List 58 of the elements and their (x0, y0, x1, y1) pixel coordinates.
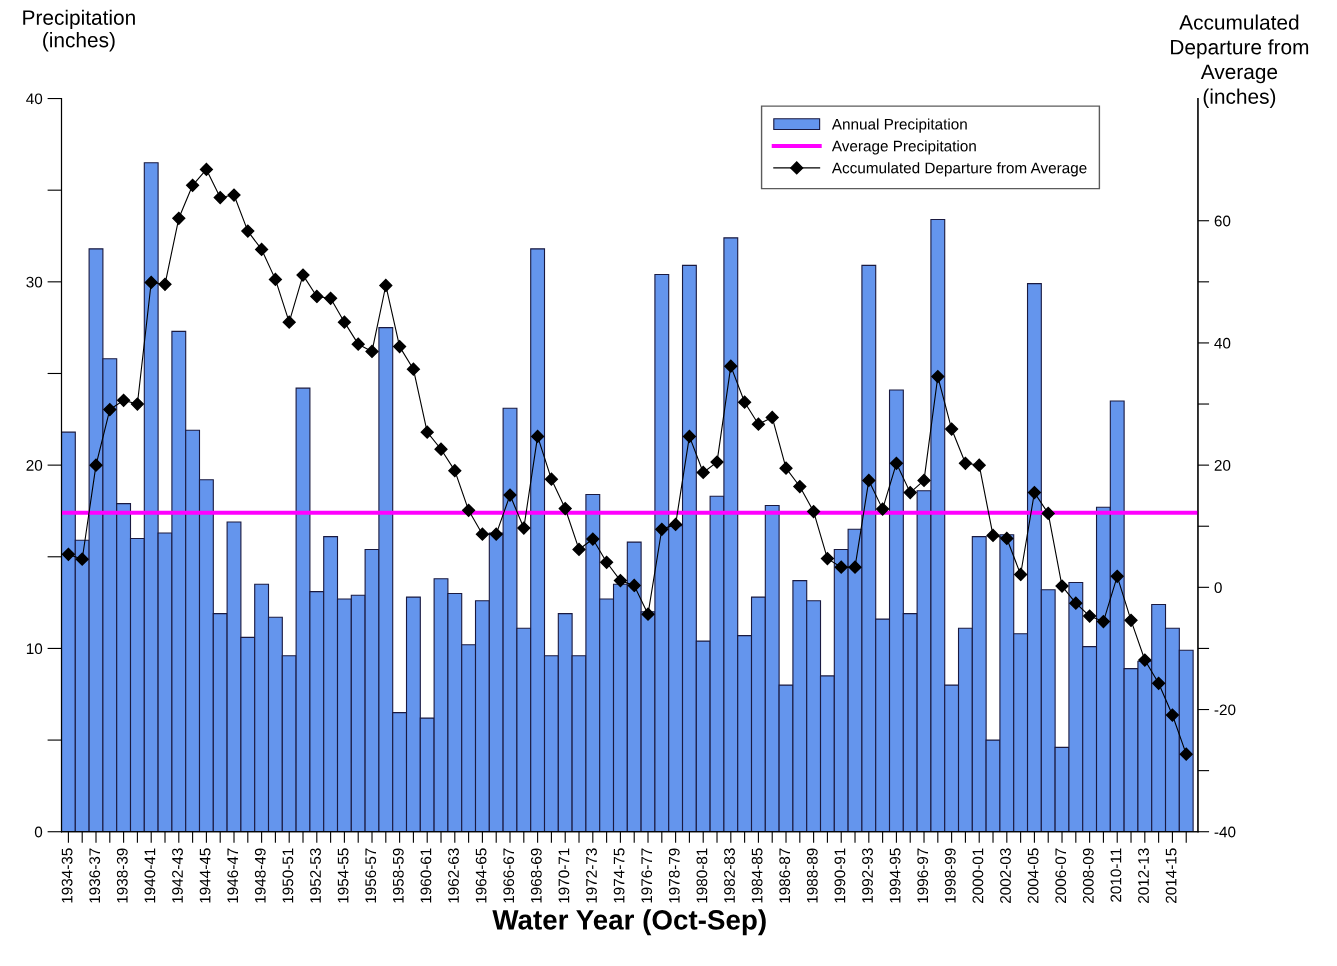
x-tick-label: 1966-67 (503, 848, 515, 903)
x-tick-label: 1962-63 (448, 848, 459, 903)
y-tick-label: 10 (26, 643, 43, 655)
x-tick-label: 2014-15 (1165, 848, 1177, 903)
legend-label: Annual Precipitation (831, 118, 967, 133)
x-tick-label: 1960-61 (420, 848, 432, 903)
y2-tick-label: -20 (1214, 704, 1236, 716)
x-tick-label: 1942-43 (172, 848, 183, 903)
x-tick-label: 2002-03 (1000, 848, 1011, 903)
x-tick-label: 2008-09 (1082, 848, 1094, 903)
y2-axis-title: Accumulated Departure from Average (inches) (1171, 14, 1309, 109)
x-tick-label: 1948-49 (254, 848, 266, 903)
x-tick-label: 1964-65 (475, 848, 487, 903)
x-tick-label: 1944-45 (199, 848, 211, 903)
x-tick-label: 1934-35 (61, 848, 73, 903)
x-tick-label: 1952-53 (310, 848, 321, 903)
legend-label: Accumulated Departure from Average (831, 162, 1087, 177)
x-tick-label: 1982-83 (724, 848, 735, 903)
y2-tick-label: -40 (1214, 826, 1236, 838)
x-tick-label: 1994-95 (889, 848, 901, 903)
y2-tick-label: 0 (1214, 582, 1222, 594)
x-tick-label: 1992-93 (862, 848, 873, 903)
x-tick-label: 1984-85 (751, 848, 763, 903)
x-axis-title: Water Year (Oct-Sep) (492, 909, 766, 936)
x-tick-label: 1946-47 (227, 848, 239, 903)
x-tick-label: 1998-99 (944, 848, 956, 903)
x-tick-label: 1974-75 (613, 848, 625, 903)
y-axis-title: Precipitation (inches) (23, 9, 135, 52)
y2-tick-label: 20 (1214, 460, 1231, 471)
x-tick-label: 2004-05 (1027, 848, 1039, 903)
x-tick-label: 1980-81 (696, 848, 708, 903)
x-tick-label: 1988-89 (806, 848, 818, 903)
y-tick-label: 20 (26, 460, 43, 471)
x-tick-label: 1938-39 (116, 848, 128, 903)
x-tick-label: 1950-51 (282, 848, 294, 903)
y2-tick-label: 60 (1214, 215, 1231, 227)
x-tick-label: 1956-57 (365, 848, 377, 903)
x-tick-label: 1970-71 (558, 848, 570, 903)
x-tick-label: 1990-91 (834, 848, 846, 903)
x-tick-label: 2010-11 (1110, 848, 1122, 902)
x-tick-label: 1936-37 (89, 848, 101, 903)
x-tick-label: 1954-55 (337, 848, 349, 903)
x-tick-label: 1996-97 (917, 848, 929, 903)
x-tick-label: 1958-59 (392, 848, 404, 903)
x-tick-label: 1976-77 (641, 848, 653, 903)
x-tick-label: 2012-13 (1138, 848, 1149, 903)
x-tick-label: 1972-73 (586, 848, 597, 903)
x-tick-label: 1940-41 (144, 848, 156, 903)
y-tick-label: 40 (26, 93, 43, 105)
x-tick-label: 1986-87 (779, 848, 791, 903)
y-tick-label: 30 (26, 276, 43, 288)
y2-tick-label: 40 (1214, 337, 1231, 349)
x-tick-label: 1978-79 (668, 848, 680, 903)
x-tick-label: 2000-01 (972, 848, 984, 903)
legend-label: Average Precipitation (831, 140, 976, 155)
x-tick-label: 2006-07 (1055, 848, 1067, 903)
y-tick-label: 0 (34, 826, 43, 838)
x-tick-label: 1968-69 (530, 848, 542, 903)
